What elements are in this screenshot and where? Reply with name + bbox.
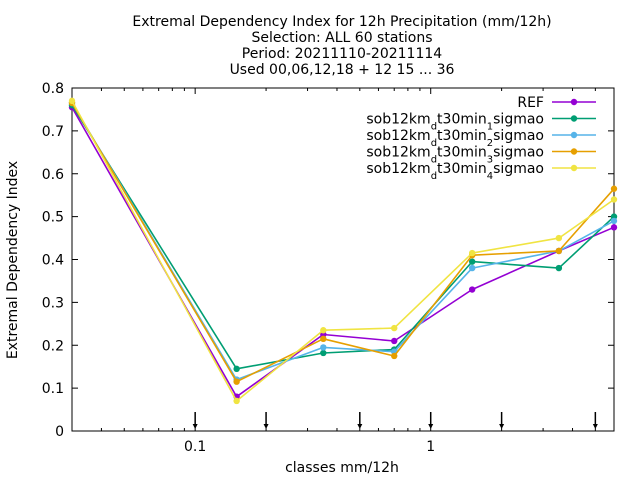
chart-title: Extremal Dependency Index for 12h Precip… [132, 14, 551, 78]
data-point [555, 264, 563, 272]
data-point [610, 196, 618, 203]
data-point [320, 327, 327, 334]
y-tick-label: 0.3 [42, 295, 64, 311]
y-tick-label: 0 [55, 424, 64, 440]
data-point [610, 224, 618, 231]
title-line: Period: 20211110-20211114 [242, 46, 442, 62]
x-tick-label: 0.1 [184, 439, 206, 455]
data-point [468, 249, 476, 257]
y-tick-label: 0.1 [42, 381, 64, 397]
x-tick-label: 1 [426, 439, 435, 455]
data-point [555, 247, 563, 255]
y-tick-label: 0.7 [42, 124, 64, 140]
y-axis-label: Extremal Dependency Index [5, 161, 21, 359]
class-marker-arrow [357, 424, 363, 429]
title-line: Used 00,06,12,18 + 12 15 ... 36 [230, 62, 455, 78]
legend-label: sob12kmdt30min1sigmao [366, 112, 544, 133]
data-point [320, 335, 327, 343]
data-point [233, 378, 240, 385]
legend-label: sob12kmdt30min4sigmao [366, 161, 544, 182]
x-axis: 0.1 1 [71, 88, 615, 455]
title-line: Extremal Dependency Index for 12h Precip… [132, 14, 551, 30]
data-point [320, 349, 327, 357]
data-point [391, 352, 398, 360]
class-marker-arrow [428, 424, 434, 429]
legend-marker [570, 115, 578, 122]
y-tick-label: 0.2 [42, 338, 64, 354]
legend-marker [570, 148, 578, 155]
x-axis-label: classes mm/12h [285, 460, 399, 476]
legend-label: sob12kmdt30min3sigmao [366, 145, 544, 166]
legend-label: REF [517, 95, 544, 111]
data-point [468, 286, 476, 293]
class-markers [192, 412, 598, 429]
legend-marker [570, 98, 578, 106]
class-marker-arrow [192, 424, 198, 429]
data-point [233, 365, 240, 373]
legend: REFsob12kmdt30min1sigmaosob12kmdt30min2s… [366, 95, 596, 182]
data-point [391, 337, 398, 345]
y-tick-label: 0.5 [42, 210, 64, 226]
y-tick-label: 0.8 [42, 81, 64, 97]
class-marker-arrow [263, 424, 269, 429]
y-axis: 0 0.1 0.2 0.3 0.4 0.5 0.6 0.7 0.8 [42, 81, 614, 440]
class-marker-arrow [499, 424, 505, 429]
data-point [468, 258, 476, 265]
title-line: Selection: ALL 60 stations [251, 30, 432, 46]
data-point [320, 344, 327, 351]
y-tick-label: 0.4 [42, 253, 64, 269]
data-point [468, 264, 476, 272]
series-lines [68, 97, 618, 405]
data-point [391, 324, 398, 332]
class-marker-arrow [592, 424, 598, 429]
legend-label: sob12kmdt30min2sigmao [366, 128, 544, 149]
data-point [68, 97, 76, 105]
legend-marker [570, 131, 578, 139]
data-point [610, 185, 618, 192]
legend-marker [570, 164, 578, 172]
data-point [233, 397, 240, 405]
y-tick-label: 0.6 [42, 167, 64, 183]
data-point [555, 234, 563, 242]
data-point [610, 217, 618, 225]
